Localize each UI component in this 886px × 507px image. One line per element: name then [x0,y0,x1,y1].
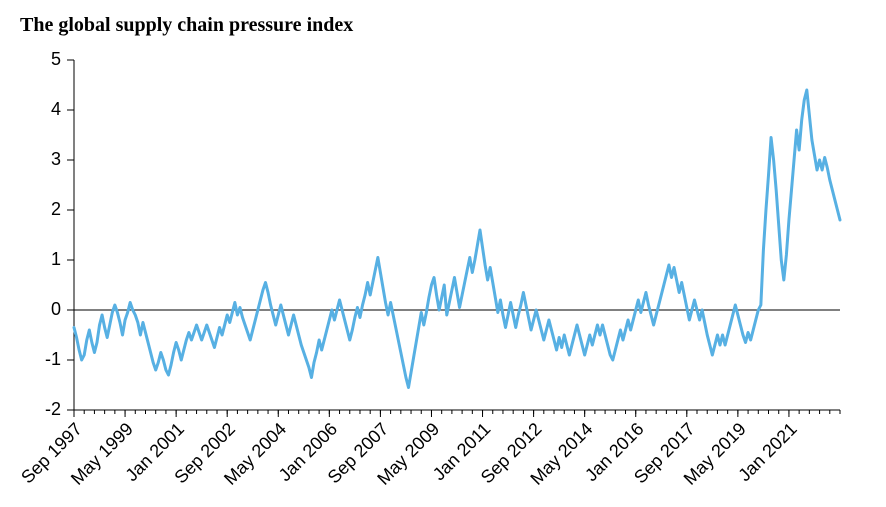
y-tick-label: 2 [51,199,61,219]
y-tick-label: 5 [51,49,61,69]
y-tick-label: -2 [45,399,61,419]
line-chart: -2-1012345Sep 1997May 1999Jan 2001Sep 20… [0,0,886,507]
data-series-line [74,90,840,388]
y-tick-label: 3 [51,149,61,169]
y-tick-label: 0 [51,299,61,319]
y-tick-label: 1 [51,249,61,269]
y-tick-label: -1 [45,349,61,369]
chart-title: The global supply chain pressure index [20,14,353,37]
y-tick-label: 4 [51,99,61,119]
